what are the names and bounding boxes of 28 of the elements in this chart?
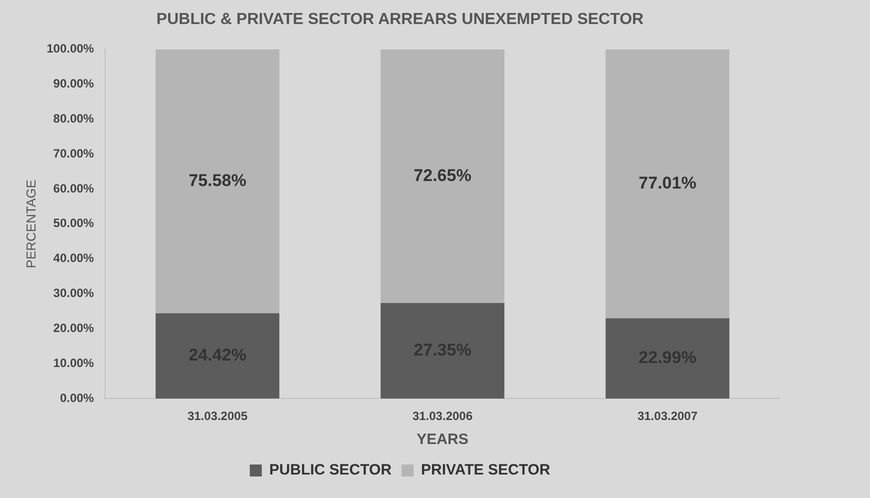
y-tick-label: 40.00% (53, 251, 94, 266)
bar (156, 49, 280, 314)
chart-title: PUBLIC & PRIVATE SECTOR ARREARS UNEXEMPTED SECTOR (156, 11, 644, 28)
y-tick-label: 60.00% (53, 181, 94, 196)
bar (156, 313, 280, 399)
y-tick-label: 20.00% (53, 321, 94, 336)
y-tick-label: 90.00% (53, 76, 94, 90)
data-label: 77.01% (638, 173, 696, 192)
y-tick-label: 0.00% (60, 390, 94, 405)
y-tick-label: 50.00% (53, 216, 94, 230)
x-tick-label: 31.03.2007 (637, 409, 698, 424)
y-tick-label: 10.00% (53, 356, 94, 370)
data-label: 75.58% (188, 170, 246, 190)
y-tick-label: 80.00% (53, 111, 94, 126)
x-tick-label: 31.03.2005 (187, 409, 248, 424)
y-tick-label: 30.00% (53, 286, 94, 300)
legend-label: PRIVATE SECTOR (421, 462, 550, 479)
legend-label: PUBLIC SECTOR (269, 462, 392, 479)
y-tick-label: 70.00% (53, 146, 94, 160)
bar (380, 49, 504, 304)
y-axis-title: PERCENTAGE (23, 179, 38, 268)
y-tick-label: 100.00% (46, 42, 94, 56)
x-tick-label: 31.03.2006 (412, 409, 473, 424)
data-label: 72.65% (414, 166, 472, 185)
bar (380, 303, 504, 399)
x-axis-title: YEARS (416, 431, 468, 448)
bar (606, 49, 730, 318)
bar (606, 318, 730, 399)
